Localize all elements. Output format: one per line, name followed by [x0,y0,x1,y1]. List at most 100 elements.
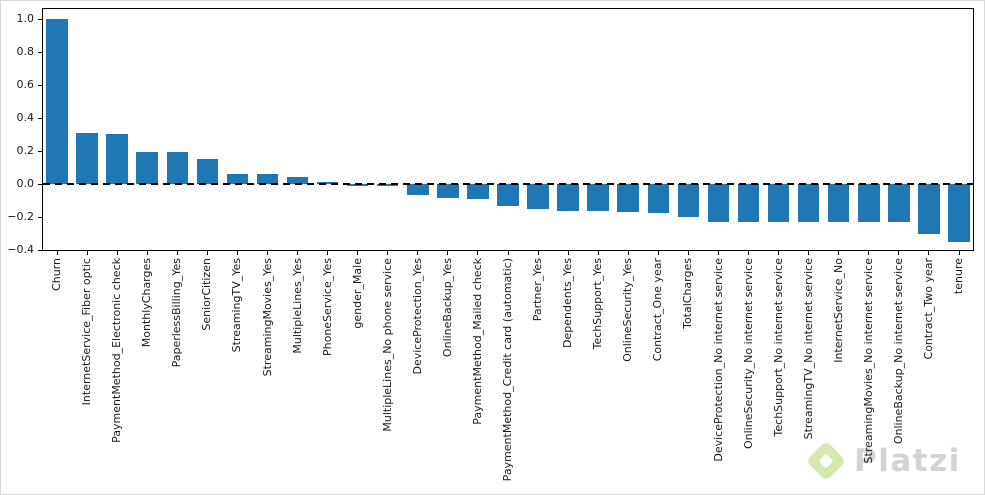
x-tick-mark [267,251,268,255]
bar [76,133,98,184]
x-tick-label-text: Partner_Yes [531,258,545,322]
bar [737,184,760,222]
y-tick-label: −0.4 [7,243,34,256]
bar [286,177,309,184]
x-tick-label: DeviceProtection_Yes [411,258,425,375]
x-tick-label-text: TechSupport_Yes [591,258,605,350]
y-tick-mark [38,249,42,251]
x-tick-label: PaymentMethod_Credit card (automatic) [501,258,515,481]
x-tick-mark [808,251,810,255]
x-tick-mark [958,251,960,255]
bar [617,184,639,213]
x-tick-label: PaymentMethod_Electronic check [110,258,124,443]
x-tick-label-text: Contract_Two year [921,258,935,360]
x-tick-label-text: StreamingMovies_No internet service [861,258,875,464]
x-tick-label: StreamingMovies_No internet service [862,258,876,463]
x-tick-label-text: OnlineBackup_Yes [440,258,454,358]
bar [797,184,820,222]
x-tick-mark [387,251,389,255]
x-tick-label-text: PhoneService_Yes [320,258,334,356]
x-tick-label: Contract_One year [651,258,665,361]
x-tick-label-text: PaperlessBilling_Yes [170,258,184,368]
x-tick-mark [297,251,298,255]
x-tick-mark [838,251,840,255]
y-tick-mark [38,216,42,218]
x-tick-label: MultipleLines_No phone service [381,258,395,432]
x-tick-mark [597,251,599,255]
x-tick-label: Contract_Two year [922,258,936,359]
bar [196,159,219,184]
y-tick-label: −0.2 [7,210,34,223]
y-tick-label: 0.4 [16,111,35,124]
bar [918,184,940,234]
x-tick-mark [447,251,449,255]
x-tick-mark [928,251,930,255]
y-tick-mark [38,51,42,53]
x-tick-label-text: DeviceProtection_No internet service [711,258,725,462]
x-tick-mark [56,251,58,255]
y-tick-label: 0.6 [16,78,35,91]
x-tick-mark [206,251,208,255]
x-tick-label: Dependents_Yes [561,258,575,348]
x-tick-mark [86,251,88,255]
bar [106,134,128,184]
x-tick-mark [327,251,329,255]
x-tick-label: DeviceProtection_No internet service [712,258,726,462]
x-tick-mark [116,251,118,255]
y-tick-mark [38,18,42,20]
x-tick-mark [778,251,780,255]
bar [376,184,399,186]
x-tick-label-text: PaymentMethod_Electronic check [110,258,124,443]
x-tick-label-text: Contract_One year [651,258,665,362]
x-tick-label-text: OnlineSecurity_No internet service [741,258,755,449]
x-tick-label: TechSupport_Yes [591,258,605,349]
x-tick-label: StreamingMovies_Yes [261,258,275,376]
x-tick-label: PaperlessBilling_Yes [170,258,184,367]
bar [827,184,850,222]
x-tick-label-text: PaymentMethod_Mailed check [470,258,484,425]
y-tick-label: 0.2 [16,144,35,157]
x-tick-mark [477,251,479,255]
x-tick-label: OnlineBackup_Yes [441,258,455,357]
x-tick-mark [417,251,419,255]
x-tick-mark [718,251,719,255]
y-tick-mark [38,117,42,119]
x-tick-label: Partner_Yes [531,258,545,321]
x-tick-label-text: gender_Male [350,258,364,329]
x-tick-label: Churn [50,258,64,291]
x-tick-label-text: MultipleLines_No phone service [380,258,394,432]
x-tick-label: TechSupport_No internet service [772,258,786,436]
x-tick-label-text: StreamingMovies_Yes [260,258,274,377]
x-tick-label: OnlineBackup_No internet service [892,258,906,444]
x-tick-label: StreamingTV_No internet service [802,258,816,439]
bar [767,184,790,222]
x-tick-label-text: MonthlyCharges [140,258,154,348]
y-tick-label: 1.0 [16,12,35,26]
x-tick-label-text: TotalCharges [681,258,695,329]
x-tick-label: TotalCharges [681,258,695,329]
bar [46,19,68,185]
x-tick-label: OnlineSecurity_Yes [621,258,635,362]
x-tick-label-text: StreamingTV_Yes [230,258,244,353]
y-tick-label: 0.0 [16,177,35,190]
watermark: Platzi [803,438,961,484]
x-tick-label-text: DeviceProtection_Yes [410,258,424,375]
x-tick-label: tenure [952,258,966,294]
x-tick-label-text: OnlineSecurity_Yes [621,258,635,362]
x-tick-label-text: TechSupport_No internet service [771,258,785,437]
x-tick-label: MultipleLines_Yes [291,258,305,354]
x-tick-mark [537,251,539,255]
x-tick-label-text: Churn [50,258,63,291]
y-tick-label: 0.8 [16,45,35,58]
x-tick-label: StreamingTV_Yes [230,258,244,352]
x-tick-label-text: MultipleLines_Yes [290,258,304,354]
x-tick-mark [748,251,749,255]
bar [557,184,579,212]
x-tick-mark [176,251,178,255]
x-tick-mark [236,251,238,255]
bar [226,173,249,184]
x-tick-label-text: OnlineBackup_No internet service [891,258,905,445]
bar [467,184,489,199]
x-tick-label-text: InternetService_No [831,258,845,363]
x-tick-label-text: tenure [952,258,965,295]
